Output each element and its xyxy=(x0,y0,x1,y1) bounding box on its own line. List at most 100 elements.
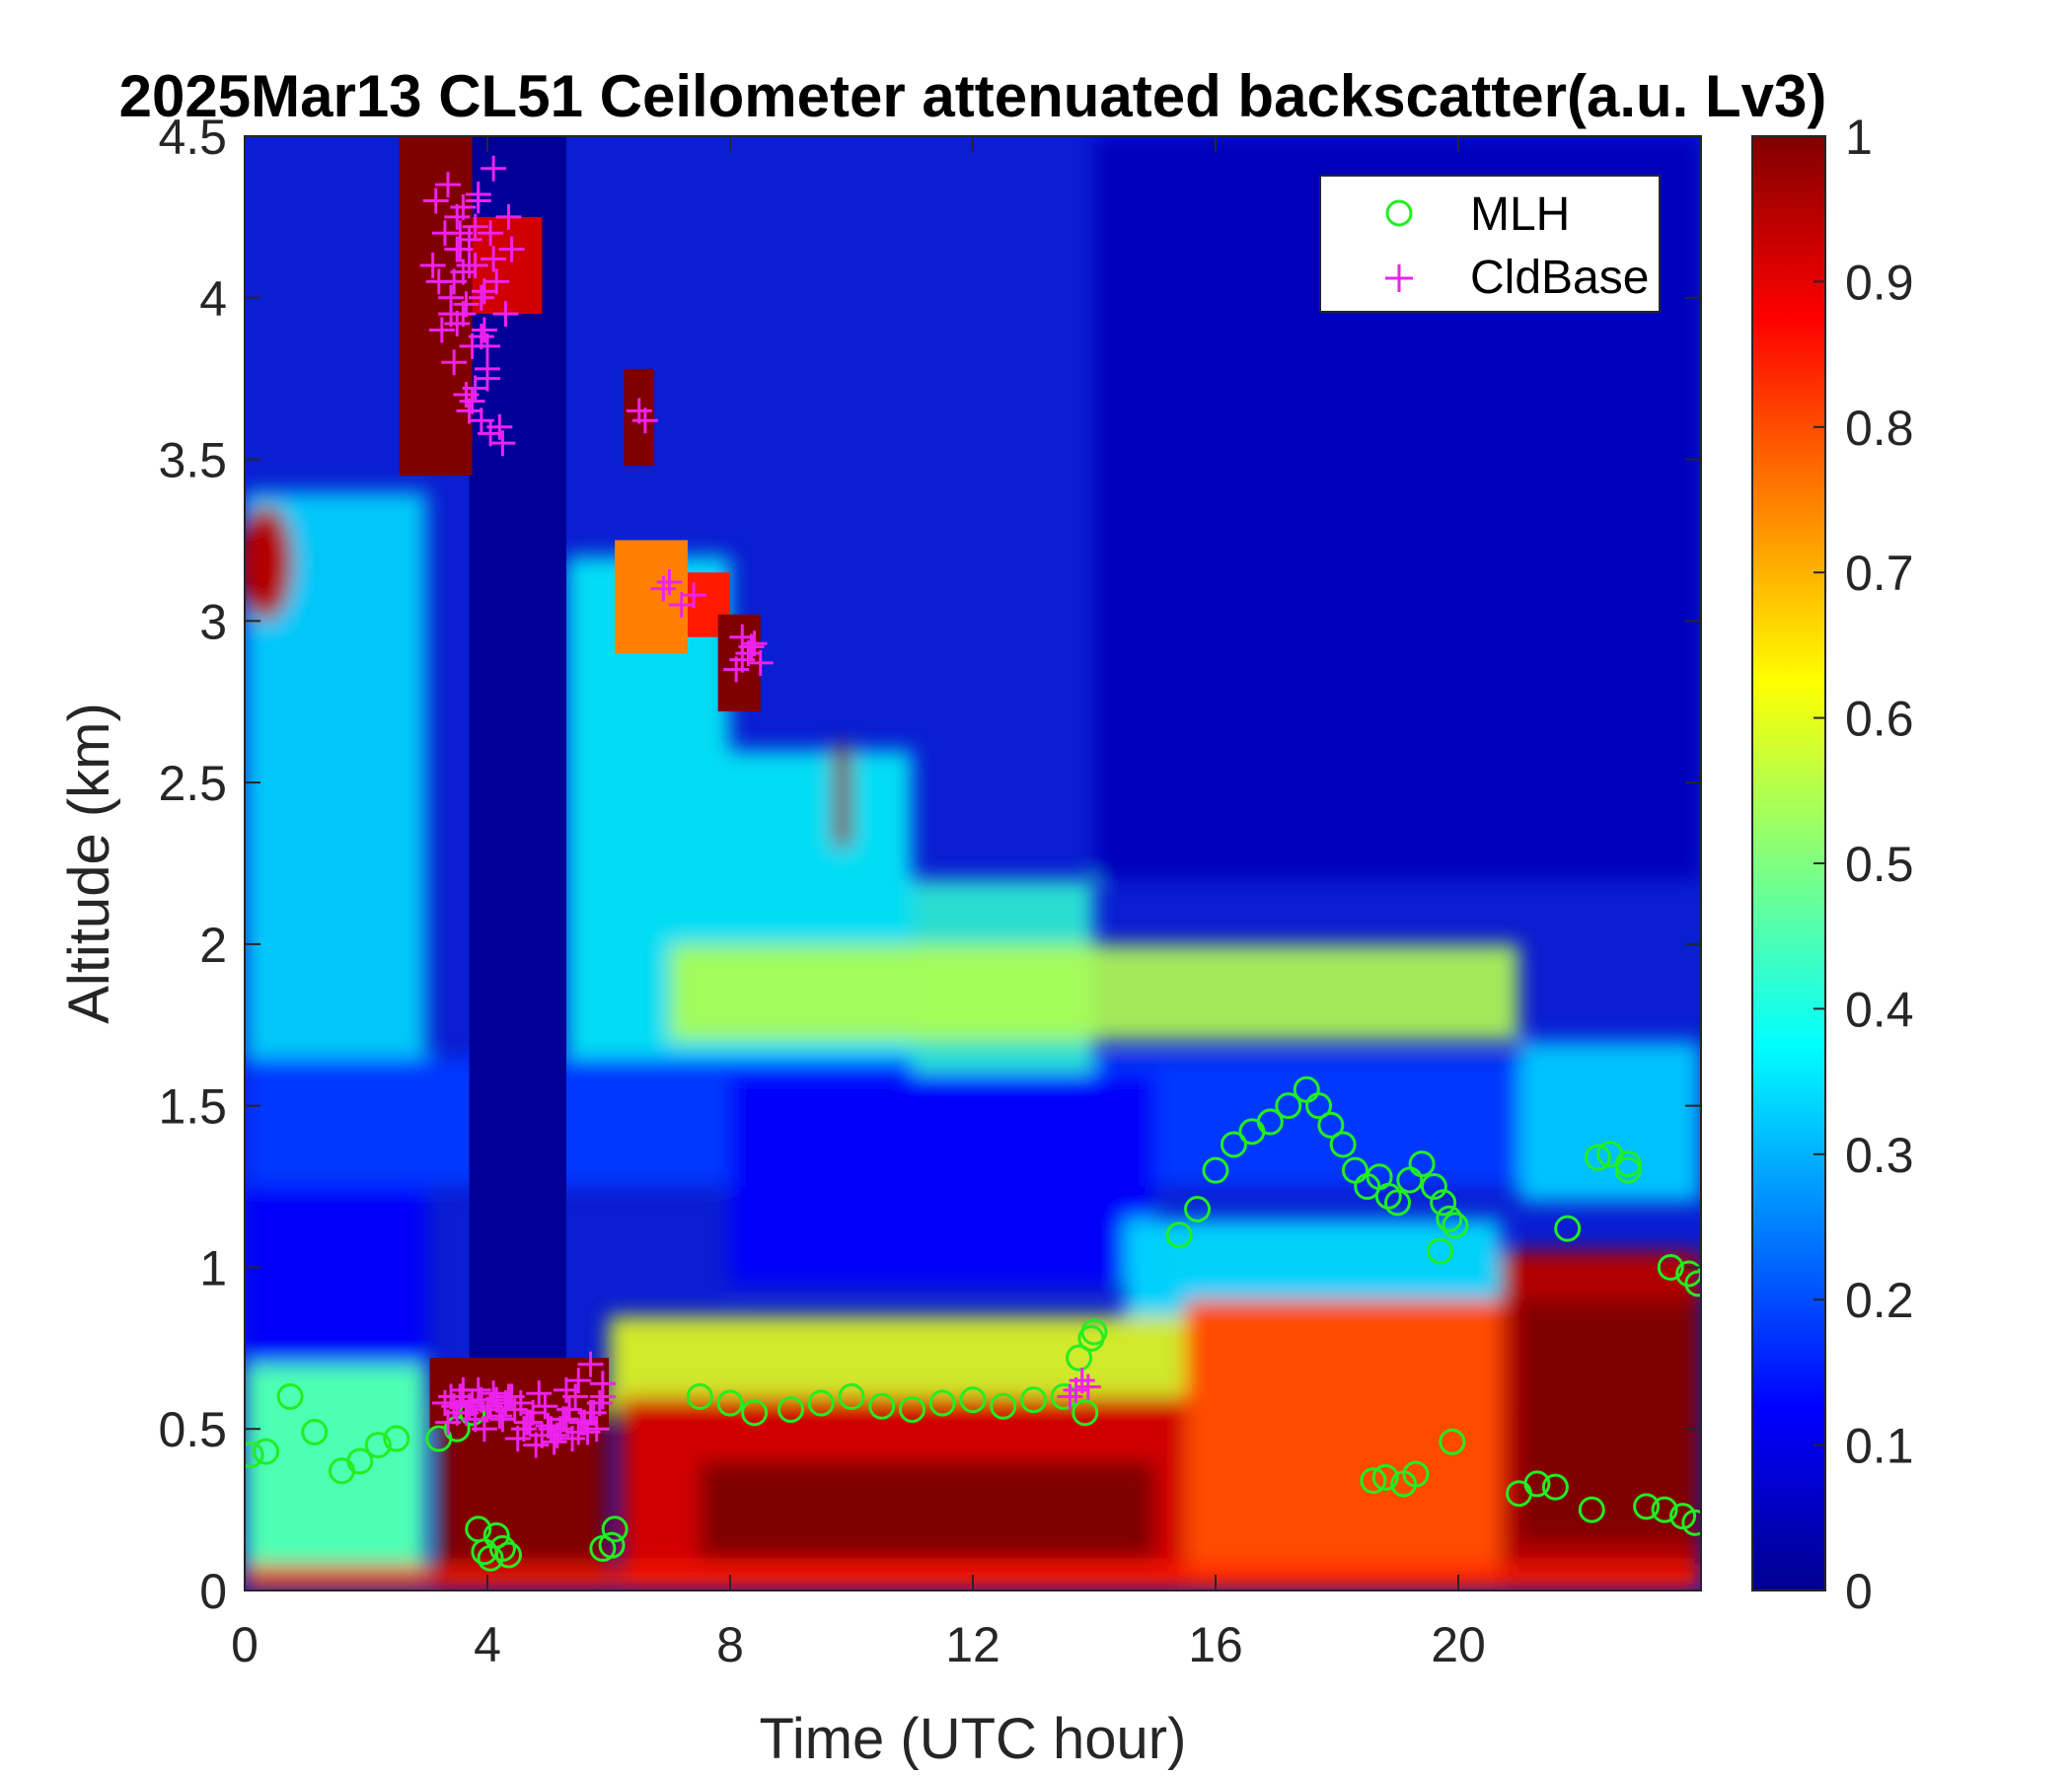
cldbase-point xyxy=(541,1429,567,1455)
mlh-point xyxy=(1371,1463,1399,1491)
cldbase-point xyxy=(577,1351,604,1377)
mlh-point xyxy=(1420,1173,1447,1201)
mlh-point xyxy=(1384,1189,1411,1217)
x-tick-label: 4 xyxy=(474,1617,501,1672)
cldbase-point xyxy=(444,310,471,336)
cldbase-point xyxy=(565,1368,592,1394)
cldbase-point xyxy=(631,407,658,434)
cldbase-point xyxy=(471,317,497,343)
chart-title: 2025Mar13 CL51 Ceilometer attenuated bac… xyxy=(119,63,1827,129)
mlh-point xyxy=(959,1386,987,1414)
mlh-point xyxy=(1614,1150,1642,1178)
cloud xyxy=(399,136,473,476)
cldbase-point xyxy=(589,1370,616,1397)
mlh-point xyxy=(1220,1131,1247,1158)
mlh-point xyxy=(1584,1144,1611,1171)
mlh-point xyxy=(1317,1111,1345,1139)
mlh-point xyxy=(1408,1150,1436,1178)
cldbase-point xyxy=(510,1416,537,1443)
mlh-point xyxy=(899,1396,925,1424)
mlh-point xyxy=(1329,1131,1357,1158)
mlh-point xyxy=(1614,1156,1642,1184)
cldbase-point xyxy=(553,1406,579,1433)
mlh-point xyxy=(1554,1215,1582,1242)
cldbase-point xyxy=(419,253,446,279)
cldbase-point xyxy=(478,1393,504,1420)
mlh-point xyxy=(301,1418,329,1445)
mlh-point xyxy=(598,1531,626,1559)
cldbase-point xyxy=(453,291,480,318)
cldbase-point xyxy=(422,187,449,214)
cldbase-point xyxy=(459,1390,485,1417)
cldbase-point xyxy=(681,582,707,609)
cldbase-point xyxy=(729,646,756,673)
y-tick-label: 4.5 xyxy=(158,110,227,165)
cldbase-point xyxy=(741,630,768,657)
mlh-point xyxy=(1360,1467,1387,1495)
mlh-point xyxy=(807,1389,835,1417)
series-layer xyxy=(245,155,1701,1572)
mlh-point xyxy=(1439,1428,1466,1455)
mlh-point xyxy=(1020,1386,1047,1414)
mlh-point xyxy=(1578,1496,1605,1523)
mlh-point xyxy=(1681,1509,1701,1536)
cldbase-point xyxy=(471,278,497,305)
cldbase-point xyxy=(495,203,522,230)
cldbase-point xyxy=(1069,1368,1095,1394)
colorbar-tick-label: 1 xyxy=(1845,110,1873,165)
mlh-point xyxy=(1633,1493,1661,1520)
y-tick-label: 0 xyxy=(199,1564,227,1619)
colorbar-tick-label: 0 xyxy=(1845,1564,1873,1619)
y-tick-label: 2 xyxy=(199,918,227,973)
cldbase-point xyxy=(747,649,774,676)
cldbase-point xyxy=(498,236,525,262)
cldbase-point xyxy=(435,172,462,198)
mlh-point xyxy=(928,1389,956,1417)
cloud-layers xyxy=(399,136,761,1430)
cldbase-point xyxy=(650,575,677,602)
legend-cldbase-marker xyxy=(1385,264,1413,292)
cldbase-point xyxy=(559,1426,586,1452)
cldbase-point xyxy=(428,317,455,343)
cldbase-point xyxy=(465,1376,491,1403)
colorbar: 0 0.1 0.2 0.3 0.4 0.5 0.6 0.7 0.8 0.9 1 xyxy=(1751,110,1914,1619)
mlh-point xyxy=(1165,1221,1193,1249)
y-axis: 0 0.5 1 1.5 2 2.5 3 3.5 4 4.5 xyxy=(158,110,1701,1619)
cldbase-point xyxy=(435,1409,462,1436)
cldbase-point xyxy=(441,349,468,376)
heatmap xyxy=(245,136,1701,1591)
cldbase-point xyxy=(450,194,477,221)
cldbase-point xyxy=(495,1383,522,1410)
mlh-point xyxy=(1657,1253,1684,1281)
cldbase-point xyxy=(483,1386,510,1413)
mlh-point xyxy=(383,1425,410,1452)
cldbase-point xyxy=(577,1399,604,1426)
x-axis-label: Time (UTC hour) xyxy=(760,1707,1187,1771)
cldbase-point xyxy=(468,284,494,311)
mlh-point xyxy=(1442,1212,1469,1239)
cldbase-point xyxy=(462,213,488,240)
mlh-point xyxy=(245,1441,264,1468)
y-tick-label: 4 xyxy=(199,271,227,327)
cldbase-point xyxy=(481,155,507,182)
mlh-point xyxy=(1184,1195,1212,1222)
x-axis: 0 4 8 12 16 20 xyxy=(231,136,1486,1672)
cldbase-point xyxy=(532,1393,558,1420)
mlh-point xyxy=(777,1396,804,1424)
cldbase-point xyxy=(526,1380,553,1407)
mlh-point xyxy=(1402,1460,1430,1488)
heatmap-band xyxy=(833,743,851,848)
mlh-point xyxy=(488,1534,516,1562)
heatmap-band xyxy=(730,1073,1155,1284)
mlh-point xyxy=(1684,1270,1701,1297)
cldbase-point xyxy=(468,324,494,350)
mlh-point xyxy=(601,1516,629,1543)
cldbase-point xyxy=(478,220,504,247)
mlh-point xyxy=(1275,1092,1302,1120)
plot-area xyxy=(245,136,1701,1591)
colorbar-tick-label: 0.4 xyxy=(1845,982,1914,1037)
cldbase-point xyxy=(478,420,504,447)
mlh-point xyxy=(1523,1470,1551,1498)
mlh-point xyxy=(990,1392,1017,1420)
legend-cldbase-label: CldBase xyxy=(1470,252,1649,304)
